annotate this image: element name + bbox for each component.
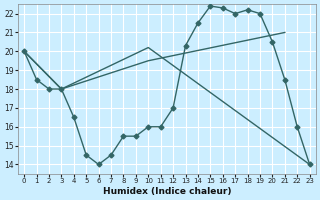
X-axis label: Humidex (Indice chaleur): Humidex (Indice chaleur) [103,187,231,196]
